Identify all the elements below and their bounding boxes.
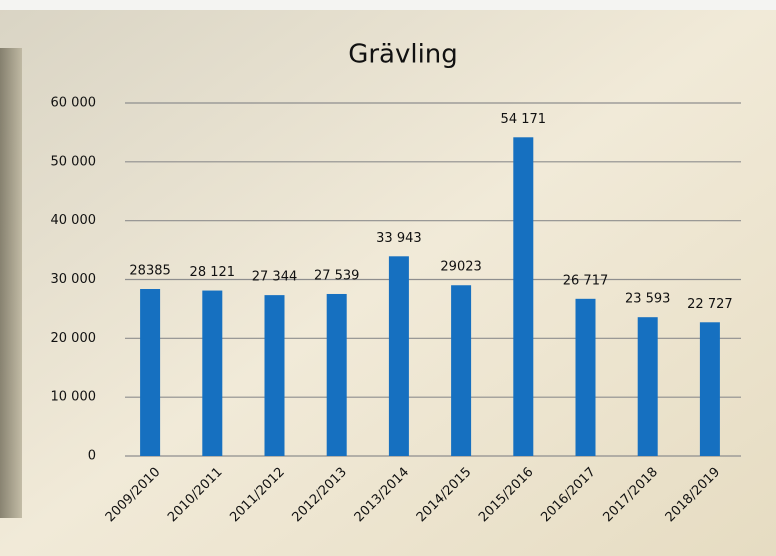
value-label: 54 171 [501,112,547,127]
value-label: 22 727 [687,297,733,312]
side-photo [0,48,22,518]
value-label: 23 593 [625,292,671,307]
bar [140,289,160,456]
bar [327,294,347,456]
top-border [0,0,776,10]
y-tick-label: 0 [88,449,96,464]
y-tick-label: 10 000 [51,390,97,405]
chart: Grävling 0 10 000 20 000 30 000 40 000 50 000… [0,0,776,556]
value-label: 27 539 [314,268,360,283]
bar [265,295,285,456]
value-label: 27 344 [252,270,298,285]
value-label: 28385 [129,264,170,279]
value-label: 26 717 [563,273,609,288]
background [0,0,776,556]
bar [700,322,720,456]
y-tick-label: 60 000 [51,96,97,111]
chart-title: Grävling [348,40,458,70]
bar [576,299,596,456]
y-tick-label: 20 000 [51,331,97,346]
bar [513,137,533,456]
y-tick-label: 50 000 [51,154,97,169]
value-label: 29023 [440,260,481,275]
bar [451,285,471,456]
y-tick-label: 40 000 [51,213,97,228]
bar [202,291,222,456]
bar [638,317,658,456]
y-tick-label: 30 000 [51,272,97,287]
value-label: 28 121 [190,265,236,280]
bar [389,256,409,456]
value-label: 33 943 [376,231,422,246]
